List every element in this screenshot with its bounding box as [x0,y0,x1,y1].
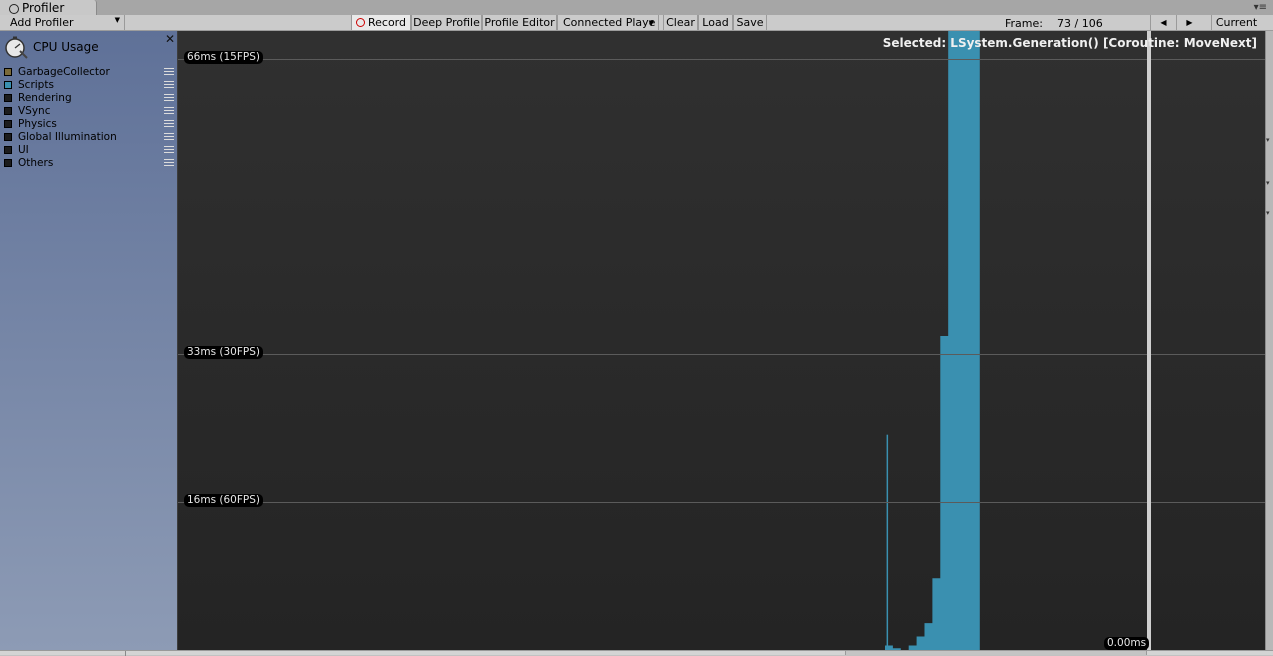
record-icon [355,18,365,27]
threshold-label-66ms: 66ms (15FPS) [184,51,263,64]
legend-label: UI [18,143,29,156]
cpu-usage-graph[interactable]: 66ms (15FPS) 33ms (30FPS) 16ms (60FPS) 0… [178,31,1265,650]
add-profiler-dropdown[interactable]: Add Profiler ▼ [0,15,125,30]
legend-item-others[interactable]: Others [4,156,174,169]
frame-counter: 73 / 106 [1057,17,1103,30]
window-menu-icon[interactable]: ▾≡ [1253,2,1267,13]
record-label: Record [367,16,406,29]
clear-button[interactable]: Clear [663,15,698,30]
arrow-right-icon: ▶ [1186,18,1193,27]
clear-label: Clear [666,16,695,29]
scroll-arrow-icon: ▾ [1266,179,1270,187]
legend-item-rendering[interactable]: Rendering [4,91,174,104]
current-frame-button[interactable]: Current [1211,15,1261,30]
save-label: Save [736,16,764,29]
legend-item-global-illumination[interactable]: Global Illumination [4,130,174,143]
drag-handle-icon[interactable] [164,107,174,114]
legend-swatch [4,67,12,76]
profiler-tab-label: Profiler [22,0,65,15]
legend-swatch [4,158,12,167]
scroll-arrow-icon: ▾ [1266,209,1270,217]
profiler-tab[interactable]: Profiler [0,0,97,15]
legend-swatch [4,119,12,128]
legend-item-vsync[interactable]: VSync [4,104,174,117]
drag-handle-icon[interactable] [164,68,174,75]
load-button[interactable]: Load [698,15,733,30]
legend-label: Scripts [18,78,54,91]
cpu-usage-module[interactable]: CPU Usage ✕ GarbageCollector Scripts Ren… [0,31,178,650]
save-button[interactable]: Save [733,15,767,30]
legend-swatch [4,106,12,115]
current-label: Current [1215,16,1258,29]
splitter-thumb[interactable] [845,651,1147,655]
cursor-value-label: 0.00ms [1104,637,1150,650]
cpu-usage-plot [885,31,980,650]
legend-label: Physics [18,117,57,130]
legend-item-ui[interactable]: UI [4,143,174,156]
deep-profile-button[interactable]: Deep Profile [411,15,482,30]
cpu-legend: GarbageCollector Scripts Rendering VSync… [4,65,174,169]
deep-profile-label: Deep Profile [413,16,480,29]
threshold-line-16ms [178,502,1265,503]
selected-frame-cursor[interactable] [1147,31,1151,650]
profiler-icon [9,3,19,14]
legend-label: VSync [18,104,51,117]
window-title-bar: Profiler ▾≡ [0,0,1273,15]
scroll-arrow-icon: ▾ [1266,136,1270,144]
drag-handle-icon[interactable] [164,81,174,88]
previous-frame-button[interactable]: ◀ [1150,15,1176,30]
next-frame-button[interactable]: ▶ [1176,15,1202,30]
legend-label: Global Illumination [18,130,117,143]
legend-item-garbagecollector[interactable]: GarbageCollector [4,65,174,78]
arrow-left-icon: ◀ [1160,18,1167,27]
legend-swatch [4,145,12,154]
bottom-splitter[interactable] [0,650,1273,656]
drag-handle-icon[interactable] [164,133,174,140]
right-scroll-strip[interactable]: ▾ ▾ ▾ [1265,31,1273,650]
legend-label: Others [18,156,54,169]
profile-editor-button[interactable]: Profile Editor [482,15,557,30]
selected-sample-label: Selected: LSystem.Generation() [Coroutin… [882,36,1257,50]
legend-swatch [4,80,12,89]
frame-label: Frame: [1005,17,1043,30]
dropdown-arrow-icon: ▼ [648,18,654,27]
profiler-toolbar: Add Profiler ▼ Record Deep Profile Profi… [0,15,1273,31]
threshold-label-16ms: 16ms (60FPS) [184,494,263,507]
drag-handle-icon[interactable] [164,159,174,166]
connected-player-dropdown[interactable]: Connected Playe ▼ [557,15,659,30]
connected-player-label: Connected Playe [563,16,656,29]
legend-swatch [4,93,12,102]
profile-editor-label: Profile Editor [484,16,555,29]
legend-item-physics[interactable]: Physics [4,117,174,130]
threshold-line-66ms [178,59,1265,60]
panel-divider [125,651,126,656]
scripts-series-spike [886,434,889,650]
drag-handle-icon[interactable] [164,120,174,127]
close-icon[interactable]: ✕ [165,32,176,46]
cpu-usage-title: CPU Usage [33,40,99,54]
legend-item-scripts[interactable]: Scripts [4,78,174,91]
load-label: Load [702,16,729,29]
threshold-label-33ms: 33ms (30FPS) [184,346,263,359]
drag-handle-icon[interactable] [164,94,174,101]
legend-label: Rendering [18,91,72,104]
drag-handle-icon[interactable] [164,146,174,153]
legend-swatch [4,132,12,141]
record-button[interactable]: Record [351,15,411,30]
scripts-series-area [885,31,980,650]
threshold-line-33ms [178,354,1265,355]
stopwatch-icon [5,36,28,59]
cpu-usage-header[interactable]: CPU Usage [3,35,99,59]
dropdown-arrow-icon: ▼ [114,16,120,24]
add-profiler-label: Add Profiler [10,16,74,29]
legend-label: GarbageCollector [18,65,110,78]
